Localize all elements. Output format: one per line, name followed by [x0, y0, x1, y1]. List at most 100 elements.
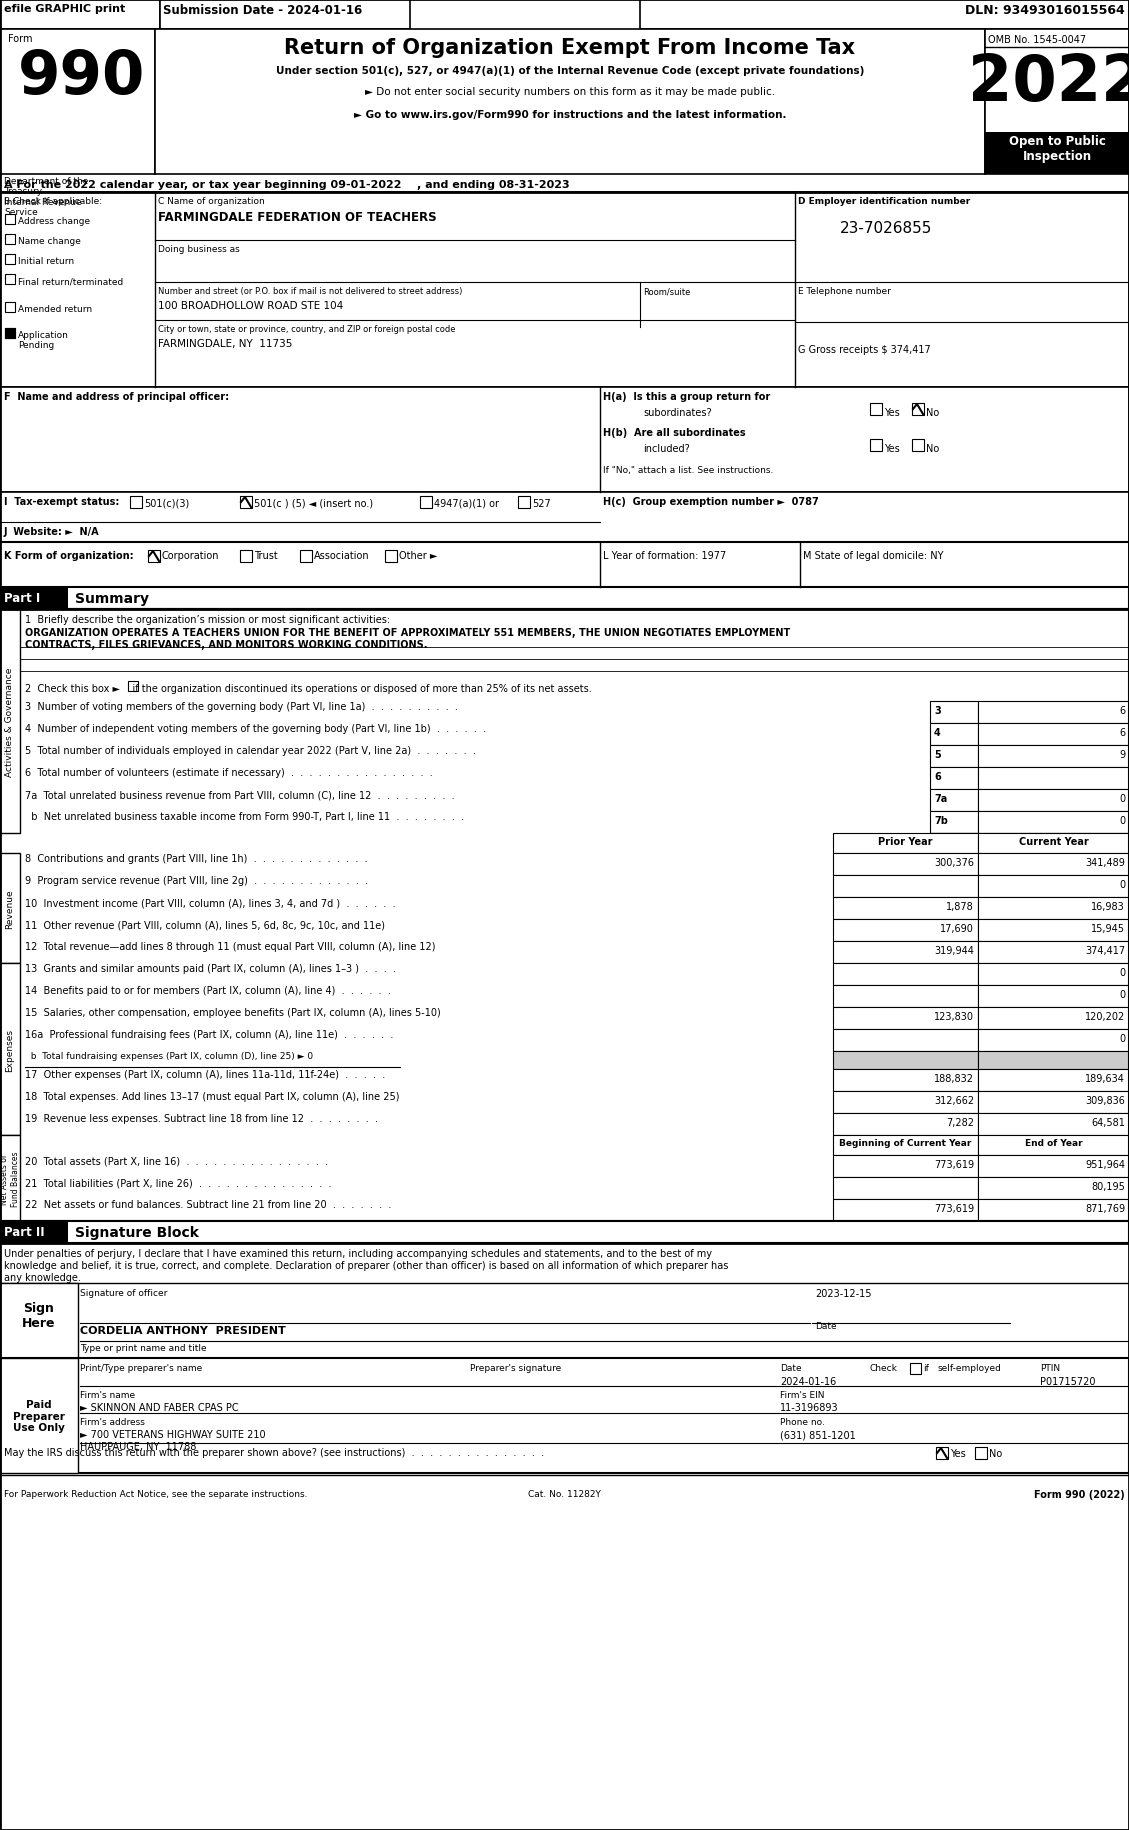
Text: H(c)  Group exemption number ►  0787: H(c) Group exemption number ► 0787 — [603, 496, 819, 507]
Bar — [833, 853, 978, 875]
Bar — [0, 1358, 1129, 1473]
Text: 6: 6 — [1119, 728, 1124, 737]
Bar — [833, 875, 978, 897]
Text: Type or print name and title: Type or print name and title — [80, 1343, 207, 1352]
Text: 16a  Professional fundraising fees (Part IX, column (A), line 11e)  .  .  .  .  : 16a Professional fundraising fees (Part … — [25, 1030, 393, 1039]
Text: 2  Check this box ►    if the organization discontinued its operations or dispos: 2 Check this box ► if the organization d… — [25, 684, 592, 694]
Bar — [833, 1008, 978, 1030]
Bar — [930, 833, 1129, 853]
Text: Prior Year: Prior Year — [877, 836, 933, 847]
Bar — [833, 1091, 978, 1113]
Bar — [240, 496, 252, 509]
Bar — [833, 941, 978, 963]
Text: Amended return: Amended return — [18, 306, 93, 313]
Text: any knowledge.: any knowledge. — [5, 1272, 81, 1283]
Text: FARMINGDALE, NY  11735: FARMINGDALE, NY 11735 — [158, 339, 292, 350]
Bar — [0, 1221, 68, 1243]
Text: Signature of officer: Signature of officer — [80, 1288, 167, 1297]
Text: 20  Total assets (Part X, line 16)  .  .  .  .  .  .  .  .  .  .  .  .  .  .  . : 20 Total assets (Part X, line 16) . . . … — [25, 1155, 329, 1166]
Text: End of Year: End of Year — [1025, 1138, 1083, 1147]
Bar — [975, 1448, 987, 1459]
Bar — [0, 192, 1129, 388]
Bar — [155, 29, 984, 176]
Bar — [978, 1052, 1129, 1069]
Bar — [0, 1283, 1129, 1358]
Text: 4  Number of independent voting members of the governing body (Part VI, line 1b): 4 Number of independent voting members o… — [25, 723, 487, 734]
Bar — [0, 853, 20, 963]
Text: Return of Organization Exempt From Income Tax: Return of Organization Exempt From Incom… — [285, 38, 856, 59]
Bar — [978, 1199, 1129, 1221]
Bar — [978, 1008, 1129, 1030]
Bar — [978, 1113, 1129, 1135]
Text: 319,944: 319,944 — [934, 946, 974, 955]
Text: 17,690: 17,690 — [940, 924, 974, 933]
Text: J  Website: ►  N/A: J Website: ► N/A — [5, 527, 99, 536]
Bar — [0, 29, 155, 176]
Text: Yes: Yes — [949, 1448, 965, 1459]
Bar — [0, 1135, 20, 1221]
Bar — [833, 1052, 978, 1069]
Text: Other ►: Other ► — [399, 551, 437, 560]
Text: Under section 501(c), 527, or 4947(a)(1) of the Internal Revenue Code (except pr: Under section 501(c), 527, or 4947(a)(1)… — [275, 66, 864, 77]
Bar — [833, 1199, 978, 1221]
Bar — [0, 609, 20, 833]
Bar — [833, 1030, 978, 1052]
Bar — [930, 833, 978, 853]
Text: 1  Briefly describe the organization’s mission or most significant activities:: 1 Briefly describe the organization’s mi… — [25, 615, 391, 624]
Text: 100 BROADHOLLOW ROAD STE 104: 100 BROADHOLLOW ROAD STE 104 — [158, 300, 343, 311]
Text: 0: 0 — [1119, 880, 1124, 889]
Bar — [833, 963, 978, 986]
Text: 951,964: 951,964 — [1085, 1160, 1124, 1169]
Text: 188,832: 188,832 — [934, 1074, 974, 1083]
Bar — [518, 496, 530, 509]
Text: subordinates?: subordinates? — [644, 408, 711, 417]
Bar — [240, 551, 252, 562]
Text: 7a: 7a — [934, 794, 947, 803]
Bar — [978, 1030, 1129, 1052]
Bar — [978, 789, 1129, 811]
Text: Application
Pending: Application Pending — [18, 331, 69, 350]
Bar — [0, 963, 20, 1135]
Text: 300,376: 300,376 — [934, 858, 974, 867]
Bar — [978, 745, 1129, 767]
Bar — [930, 701, 978, 723]
Bar — [0, 388, 1129, 492]
Text: ► SKINNON AND FABER CPAS PC: ► SKINNON AND FABER CPAS PC — [80, 1402, 238, 1413]
Text: F  Name and address of principal officer:: F Name and address of principal officer: — [5, 392, 229, 403]
Text: FARMINGDALE FEDERATION OF TEACHERS: FARMINGDALE FEDERATION OF TEACHERS — [158, 210, 437, 223]
Text: 7,282: 7,282 — [946, 1118, 974, 1127]
Text: Cat. No. 11282Y: Cat. No. 11282Y — [527, 1490, 601, 1499]
Text: C Name of organization: C Name of organization — [158, 198, 264, 207]
Bar — [978, 723, 1129, 745]
Bar — [936, 1448, 948, 1459]
Text: D Employer identification number: D Employer identification number — [798, 198, 970, 207]
Text: 6: 6 — [934, 772, 940, 781]
Text: 14  Benefits paid to or for members (Part IX, column (A), line 4)  .  .  .  .  .: 14 Benefits paid to or for members (Part… — [25, 986, 391, 996]
Text: Part I: Part I — [5, 591, 41, 604]
Text: PTIN: PTIN — [1040, 1363, 1060, 1372]
Bar — [420, 496, 432, 509]
Text: Preparer's signature: Preparer's signature — [470, 1363, 561, 1372]
Bar — [128, 681, 138, 692]
Bar — [978, 1155, 1129, 1177]
Bar — [640, 0, 1129, 29]
Text: Expenses: Expenses — [6, 1028, 15, 1071]
Text: Form 990 (2022): Form 990 (2022) — [1034, 1490, 1124, 1499]
Text: A For the 2022 calendar year, or tax year beginning 09-01-2022    , and ending 0: A For the 2022 calendar year, or tax yea… — [5, 179, 570, 190]
Text: G Gross receipts $ 374,417: G Gross receipts $ 374,417 — [798, 344, 930, 355]
Bar — [5, 329, 15, 339]
Text: 4947(a)(1) or: 4947(a)(1) or — [434, 500, 499, 509]
Text: Current Year: Current Year — [1018, 836, 1088, 847]
Text: CORDELIA ANTHONY  PRESIDENT: CORDELIA ANTHONY PRESIDENT — [80, 1325, 286, 1336]
Text: Address change: Address change — [18, 218, 90, 225]
Bar — [978, 897, 1129, 919]
Text: 2022: 2022 — [969, 51, 1129, 113]
Text: 7a  Total unrelated business revenue from Part VIII, column (C), line 12  .  .  : 7a Total unrelated business revenue from… — [25, 789, 455, 800]
Text: 123,830: 123,830 — [934, 1012, 974, 1021]
Text: included?: included? — [644, 443, 690, 454]
Bar — [5, 302, 15, 313]
Text: 4: 4 — [934, 728, 940, 737]
Text: 80,195: 80,195 — [1091, 1182, 1124, 1191]
Bar — [978, 853, 1129, 875]
Bar — [978, 1069, 1129, 1091]
